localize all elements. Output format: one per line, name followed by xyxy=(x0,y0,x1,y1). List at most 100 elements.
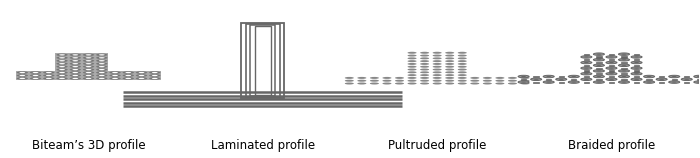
Circle shape xyxy=(458,82,467,85)
Circle shape xyxy=(99,54,105,55)
Polygon shape xyxy=(533,76,539,77)
Circle shape xyxy=(458,69,467,70)
Bar xyxy=(55,71,69,74)
Polygon shape xyxy=(584,54,589,55)
Bar xyxy=(251,25,275,96)
Circle shape xyxy=(57,54,68,56)
Circle shape xyxy=(96,62,108,65)
Circle shape xyxy=(594,81,604,83)
Circle shape xyxy=(433,69,442,70)
Circle shape xyxy=(559,79,564,80)
Circle shape xyxy=(109,71,120,74)
Circle shape xyxy=(46,72,52,73)
Circle shape xyxy=(521,77,529,79)
Polygon shape xyxy=(622,62,626,63)
Circle shape xyxy=(596,65,601,66)
Circle shape xyxy=(634,79,639,80)
Circle shape xyxy=(609,56,614,58)
Circle shape xyxy=(445,66,454,68)
Circle shape xyxy=(521,82,526,83)
Circle shape xyxy=(152,72,158,73)
Bar xyxy=(108,77,122,80)
Polygon shape xyxy=(609,82,614,83)
Circle shape xyxy=(407,77,416,79)
Polygon shape xyxy=(659,82,664,83)
Circle shape xyxy=(622,59,626,60)
Circle shape xyxy=(606,56,617,58)
Polygon shape xyxy=(684,82,690,83)
Polygon shape xyxy=(622,67,626,69)
Circle shape xyxy=(668,75,680,78)
Bar xyxy=(55,59,69,62)
Circle shape xyxy=(136,77,147,80)
Polygon shape xyxy=(622,73,626,74)
Circle shape xyxy=(149,77,160,80)
Circle shape xyxy=(619,81,629,83)
Polygon shape xyxy=(521,79,526,80)
Circle shape xyxy=(571,76,576,77)
Circle shape xyxy=(72,66,78,67)
Bar xyxy=(122,74,135,77)
Circle shape xyxy=(99,72,105,73)
Circle shape xyxy=(433,77,442,79)
Circle shape xyxy=(136,71,147,74)
Circle shape xyxy=(125,72,131,73)
Circle shape xyxy=(72,78,78,79)
Circle shape xyxy=(581,78,592,81)
Polygon shape xyxy=(559,82,564,83)
Circle shape xyxy=(496,82,505,85)
Polygon shape xyxy=(634,59,639,60)
Circle shape xyxy=(581,56,592,58)
Circle shape xyxy=(139,78,144,79)
Circle shape xyxy=(596,76,601,77)
Circle shape xyxy=(619,53,629,55)
Circle shape xyxy=(458,80,467,82)
Circle shape xyxy=(584,79,589,80)
Circle shape xyxy=(470,77,480,79)
Circle shape xyxy=(631,67,642,69)
Circle shape xyxy=(672,82,677,83)
Circle shape xyxy=(83,71,94,74)
Bar xyxy=(95,53,108,56)
Circle shape xyxy=(668,81,680,83)
Circle shape xyxy=(72,63,78,64)
Circle shape xyxy=(109,77,120,80)
Circle shape xyxy=(458,77,467,79)
Circle shape xyxy=(596,54,601,55)
Circle shape xyxy=(382,82,391,85)
Circle shape xyxy=(696,82,700,83)
Circle shape xyxy=(99,66,105,67)
Circle shape xyxy=(496,77,505,79)
Polygon shape xyxy=(659,76,664,77)
Polygon shape xyxy=(596,67,601,69)
Circle shape xyxy=(149,74,160,77)
Circle shape xyxy=(83,77,94,80)
Circle shape xyxy=(622,65,626,66)
Bar xyxy=(82,62,95,65)
Circle shape xyxy=(584,56,589,58)
Bar xyxy=(255,26,271,95)
Circle shape xyxy=(395,82,404,85)
Circle shape xyxy=(85,72,92,73)
Circle shape xyxy=(445,63,454,65)
Circle shape xyxy=(122,71,134,74)
Circle shape xyxy=(85,78,92,79)
Circle shape xyxy=(606,67,617,69)
Bar xyxy=(42,77,55,80)
Bar xyxy=(29,74,42,77)
Circle shape xyxy=(619,64,629,67)
Circle shape xyxy=(458,66,467,68)
Polygon shape xyxy=(634,70,639,72)
Circle shape xyxy=(57,68,68,71)
Circle shape xyxy=(72,75,78,76)
Circle shape xyxy=(631,56,642,58)
Bar xyxy=(82,53,95,56)
Circle shape xyxy=(17,74,28,77)
Circle shape xyxy=(458,60,467,62)
Circle shape xyxy=(17,71,28,74)
Circle shape xyxy=(433,71,442,73)
Circle shape xyxy=(681,78,692,81)
Circle shape xyxy=(149,71,160,74)
Circle shape xyxy=(483,77,492,79)
Circle shape xyxy=(370,77,379,79)
